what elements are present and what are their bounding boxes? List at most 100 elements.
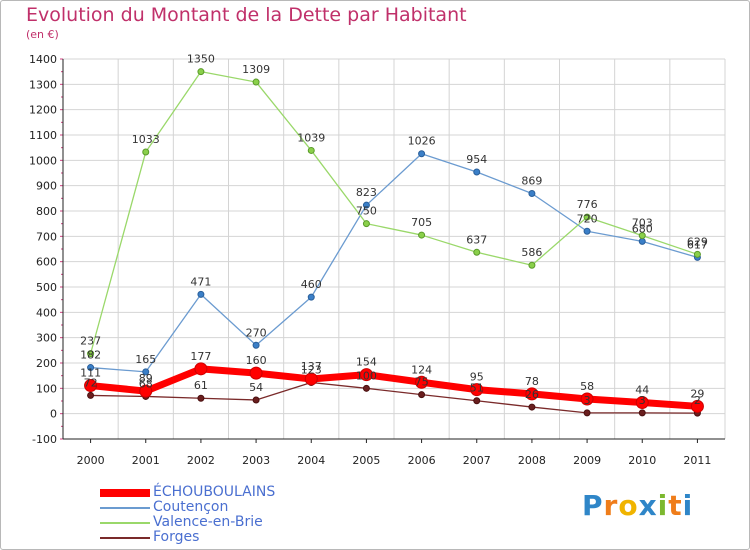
data-label: 629 (687, 235, 708, 248)
data-label: 750 (356, 205, 377, 218)
data-label: 471 (190, 275, 211, 288)
data-label: 182 (80, 349, 101, 362)
data-label: 160 (246, 354, 267, 367)
x-tick-label: 2003 (242, 454, 270, 467)
data-label: 58 (580, 380, 594, 393)
data-label: 61 (194, 379, 208, 392)
data-label: 124 (411, 363, 432, 376)
data-label: 3 (584, 394, 591, 407)
data-point (415, 375, 429, 389)
y-tick-label: 400 (36, 306, 57, 319)
data-point (362, 384, 370, 392)
data-label: 1309 (242, 63, 270, 76)
chart-subtitle: (en €) (26, 28, 59, 41)
data-point (528, 190, 536, 198)
data-label: 680 (632, 222, 653, 235)
data-label: 95 (470, 371, 484, 384)
y-tick-label: 1400 (29, 53, 57, 66)
data-label: 68 (139, 377, 153, 390)
data-label: 44 (635, 384, 649, 397)
data-label: 586 (521, 246, 542, 259)
x-tick-label: 2008 (518, 454, 546, 467)
x-tick-label: 2005 (352, 454, 380, 467)
data-point (307, 146, 315, 154)
legend-label: Valence-en-Brie (153, 514, 263, 530)
data-label: 237 (80, 335, 101, 348)
y-tick-label: 900 (36, 180, 57, 193)
logo-letter: o (618, 489, 639, 522)
data-point (197, 290, 205, 298)
x-tick-label: 2009 (573, 454, 601, 467)
x-tick-label: 2011 (683, 454, 711, 467)
legend-swatch (100, 537, 150, 539)
data-point (638, 409, 646, 417)
data-label: 72 (84, 376, 98, 389)
data-point (359, 368, 373, 382)
data-point (304, 372, 318, 386)
axes: -100 0 100 200 300 400 500 600 700 800 900 1000 1100… (29, 53, 725, 467)
x-tick-label: 2004 (297, 454, 325, 467)
y-tick-label: 1200 (29, 104, 57, 117)
data-point (470, 383, 484, 397)
legend-swatch (100, 522, 150, 524)
y-tick-label: 600 (36, 256, 57, 269)
legend-swatch (100, 507, 150, 509)
data-point (418, 231, 426, 239)
x-tick-label: 2001 (132, 454, 160, 467)
legend-label: Coutençon (153, 499, 229, 515)
series-line-3 (90, 381, 698, 414)
data-point (252, 396, 260, 404)
data-point (142, 148, 150, 156)
x-tick-label: 2007 (463, 454, 491, 467)
data-labels: 72 68 61 54 123 100 75 51 26 3 3 2 182 165 471 270 460 82… (80, 53, 708, 407)
legend-label: ÉCHOUBOULAINS (153, 484, 276, 500)
y-tick-label: 800 (36, 205, 57, 218)
data-point (362, 220, 370, 228)
data-label: 703 (632, 217, 653, 230)
data-label: 26 (525, 388, 539, 401)
data-point (249, 366, 263, 380)
data-point (362, 201, 370, 209)
x-tick-label: 2010 (628, 454, 656, 467)
y-tick-label: 500 (36, 281, 57, 294)
data-point (528, 403, 536, 411)
data-label: 29 (690, 387, 704, 400)
data-label: 460 (301, 278, 322, 291)
logo-letter: P (582, 489, 604, 522)
data-point (690, 399, 704, 413)
data-label: 720 (577, 212, 598, 225)
data-label: 154 (356, 356, 377, 369)
data-label: 1350 (187, 53, 215, 66)
data-label: 1026 (408, 135, 436, 148)
data-label: 177 (190, 350, 211, 363)
series-lines (89, 71, 698, 414)
data-label: 137 (301, 360, 322, 373)
logo-letter: r (603, 489, 619, 522)
data-point (418, 150, 426, 158)
logo-letter: t (668, 489, 683, 522)
y-tick-label: 700 (36, 230, 57, 243)
data-label: 1033 (132, 133, 160, 146)
data-label: 123 (301, 364, 322, 377)
data-point (252, 78, 260, 86)
data-label: 1039 (297, 131, 325, 144)
data-point (84, 379, 98, 393)
data-point (197, 394, 205, 402)
data-point (473, 248, 481, 256)
data-label: 111 (80, 367, 101, 380)
y-tick-label: 0 (50, 408, 57, 421)
series-line-1 (90, 153, 698, 373)
y-tick-label: 1000 (29, 154, 57, 167)
data-point (142, 368, 150, 376)
data-point (583, 409, 591, 417)
y-tick-label: -100 (32, 433, 57, 446)
series-points (84, 68, 704, 417)
data-label: 776 (577, 198, 598, 211)
x-tick-label: 2002 (187, 454, 215, 467)
data-label: 823 (356, 186, 377, 199)
data-point (418, 391, 426, 399)
data-point (307, 293, 315, 301)
x-tick-label: 2000 (77, 454, 105, 467)
data-label: 75 (415, 376, 429, 389)
